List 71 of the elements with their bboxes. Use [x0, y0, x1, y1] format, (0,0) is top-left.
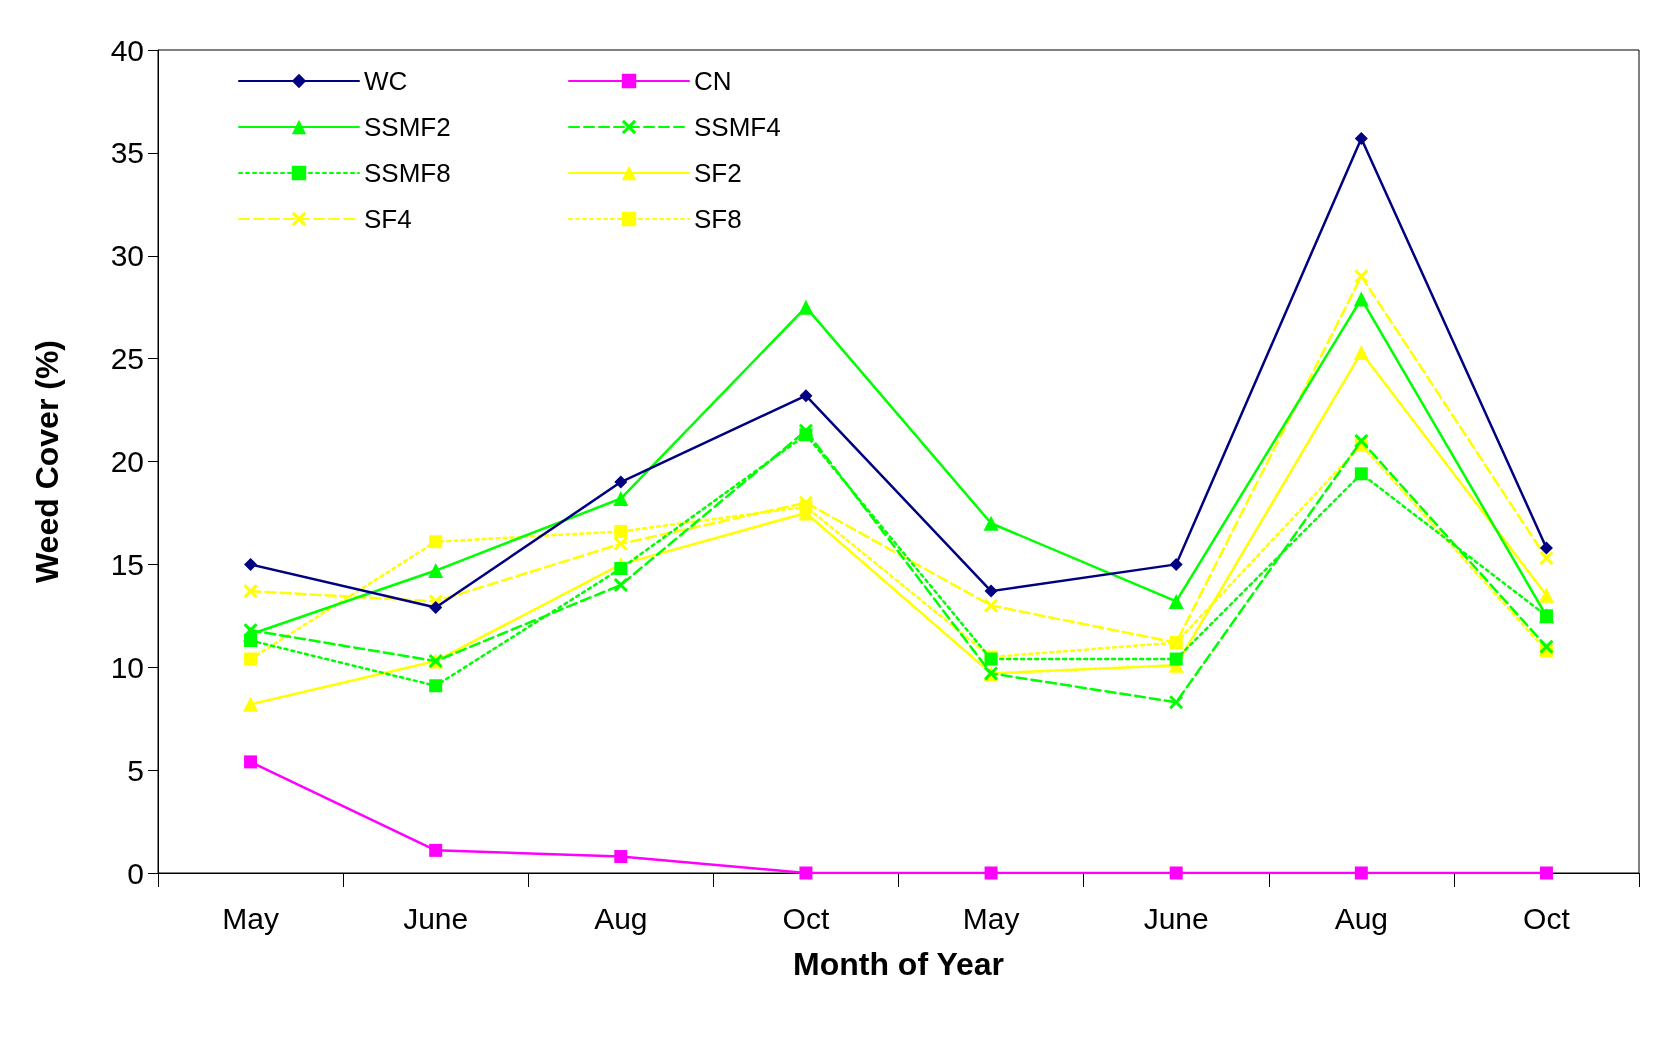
- legend-label: SSMF4: [694, 112, 781, 142]
- point: [1354, 269, 1369, 284]
- point: [429, 535, 443, 549]
- point: [798, 299, 814, 315]
- point: [428, 563, 444, 579]
- point: [613, 536, 628, 551]
- point: [613, 491, 629, 507]
- point: [1354, 131, 1368, 145]
- point: [1169, 866, 1183, 880]
- point: [244, 755, 258, 769]
- point: [1539, 639, 1554, 654]
- point: [1169, 652, 1183, 666]
- point: [614, 524, 628, 538]
- legend-label: SF4: [364, 204, 412, 234]
- point: [1539, 866, 1553, 880]
- y-tick-label: 15: [110, 547, 144, 581]
- point: [983, 515, 999, 531]
- point: [1169, 557, 1183, 571]
- point: [243, 584, 258, 599]
- point: [1539, 551, 1554, 566]
- x-tick-label: May: [222, 901, 279, 935]
- point: [429, 601, 443, 615]
- y-tick-label: 25: [110, 342, 144, 376]
- y-tick-label: 30: [110, 239, 144, 273]
- legend-label: SF8: [694, 204, 742, 234]
- point: [244, 652, 258, 666]
- point: [799, 866, 813, 880]
- x-tick-label: Oct: [782, 901, 830, 935]
- point: [798, 495, 813, 510]
- point: [243, 696, 259, 712]
- point: [798, 423, 813, 438]
- x-tick-label: Oct: [1523, 901, 1571, 935]
- y-tick-label: 10: [110, 650, 144, 684]
- point: [429, 843, 443, 857]
- point: [614, 850, 628, 864]
- legend-label: WC: [364, 66, 408, 96]
- point: [1354, 467, 1368, 481]
- y-tick-label: 35: [110, 136, 144, 170]
- x-tick-label: Aug: [594, 901, 648, 935]
- point: [243, 626, 259, 642]
- point: [1539, 541, 1553, 555]
- point: [1168, 593, 1184, 609]
- y-tick-label: 20: [110, 445, 144, 478]
- point: [1353, 291, 1369, 307]
- point: [1538, 587, 1554, 603]
- y-axis-title: Weed Cover (%): [29, 339, 65, 584]
- point: [1354, 866, 1368, 880]
- point: [1354, 433, 1369, 448]
- point: [1353, 344, 1369, 360]
- point: [244, 557, 258, 571]
- legend-label: SSMF2: [364, 112, 451, 142]
- y-tick-label: 5: [127, 753, 144, 787]
- point: [984, 866, 998, 880]
- x-tick-label: May: [962, 901, 1020, 935]
- x-axis-title: Month of Year: [793, 946, 1004, 982]
- legend-label: SSMF8: [364, 158, 451, 188]
- y-tick-label: 40: [110, 33, 144, 67]
- y-tick-label: 0: [127, 856, 144, 890]
- x-tick-label: June: [403, 901, 469, 935]
- x-tick-label: Aug: [1334, 901, 1389, 935]
- point: [614, 561, 628, 575]
- point: [1169, 695, 1184, 710]
- legend-label: SF2: [694, 158, 742, 188]
- point: [613, 577, 628, 592]
- point: [614, 475, 628, 489]
- legend-label: CN: [694, 66, 732, 96]
- point: [984, 598, 999, 613]
- point: [429, 679, 443, 693]
- x-tick-label: June: [1143, 901, 1209, 935]
- point: [799, 389, 813, 403]
- point: [984, 584, 998, 598]
